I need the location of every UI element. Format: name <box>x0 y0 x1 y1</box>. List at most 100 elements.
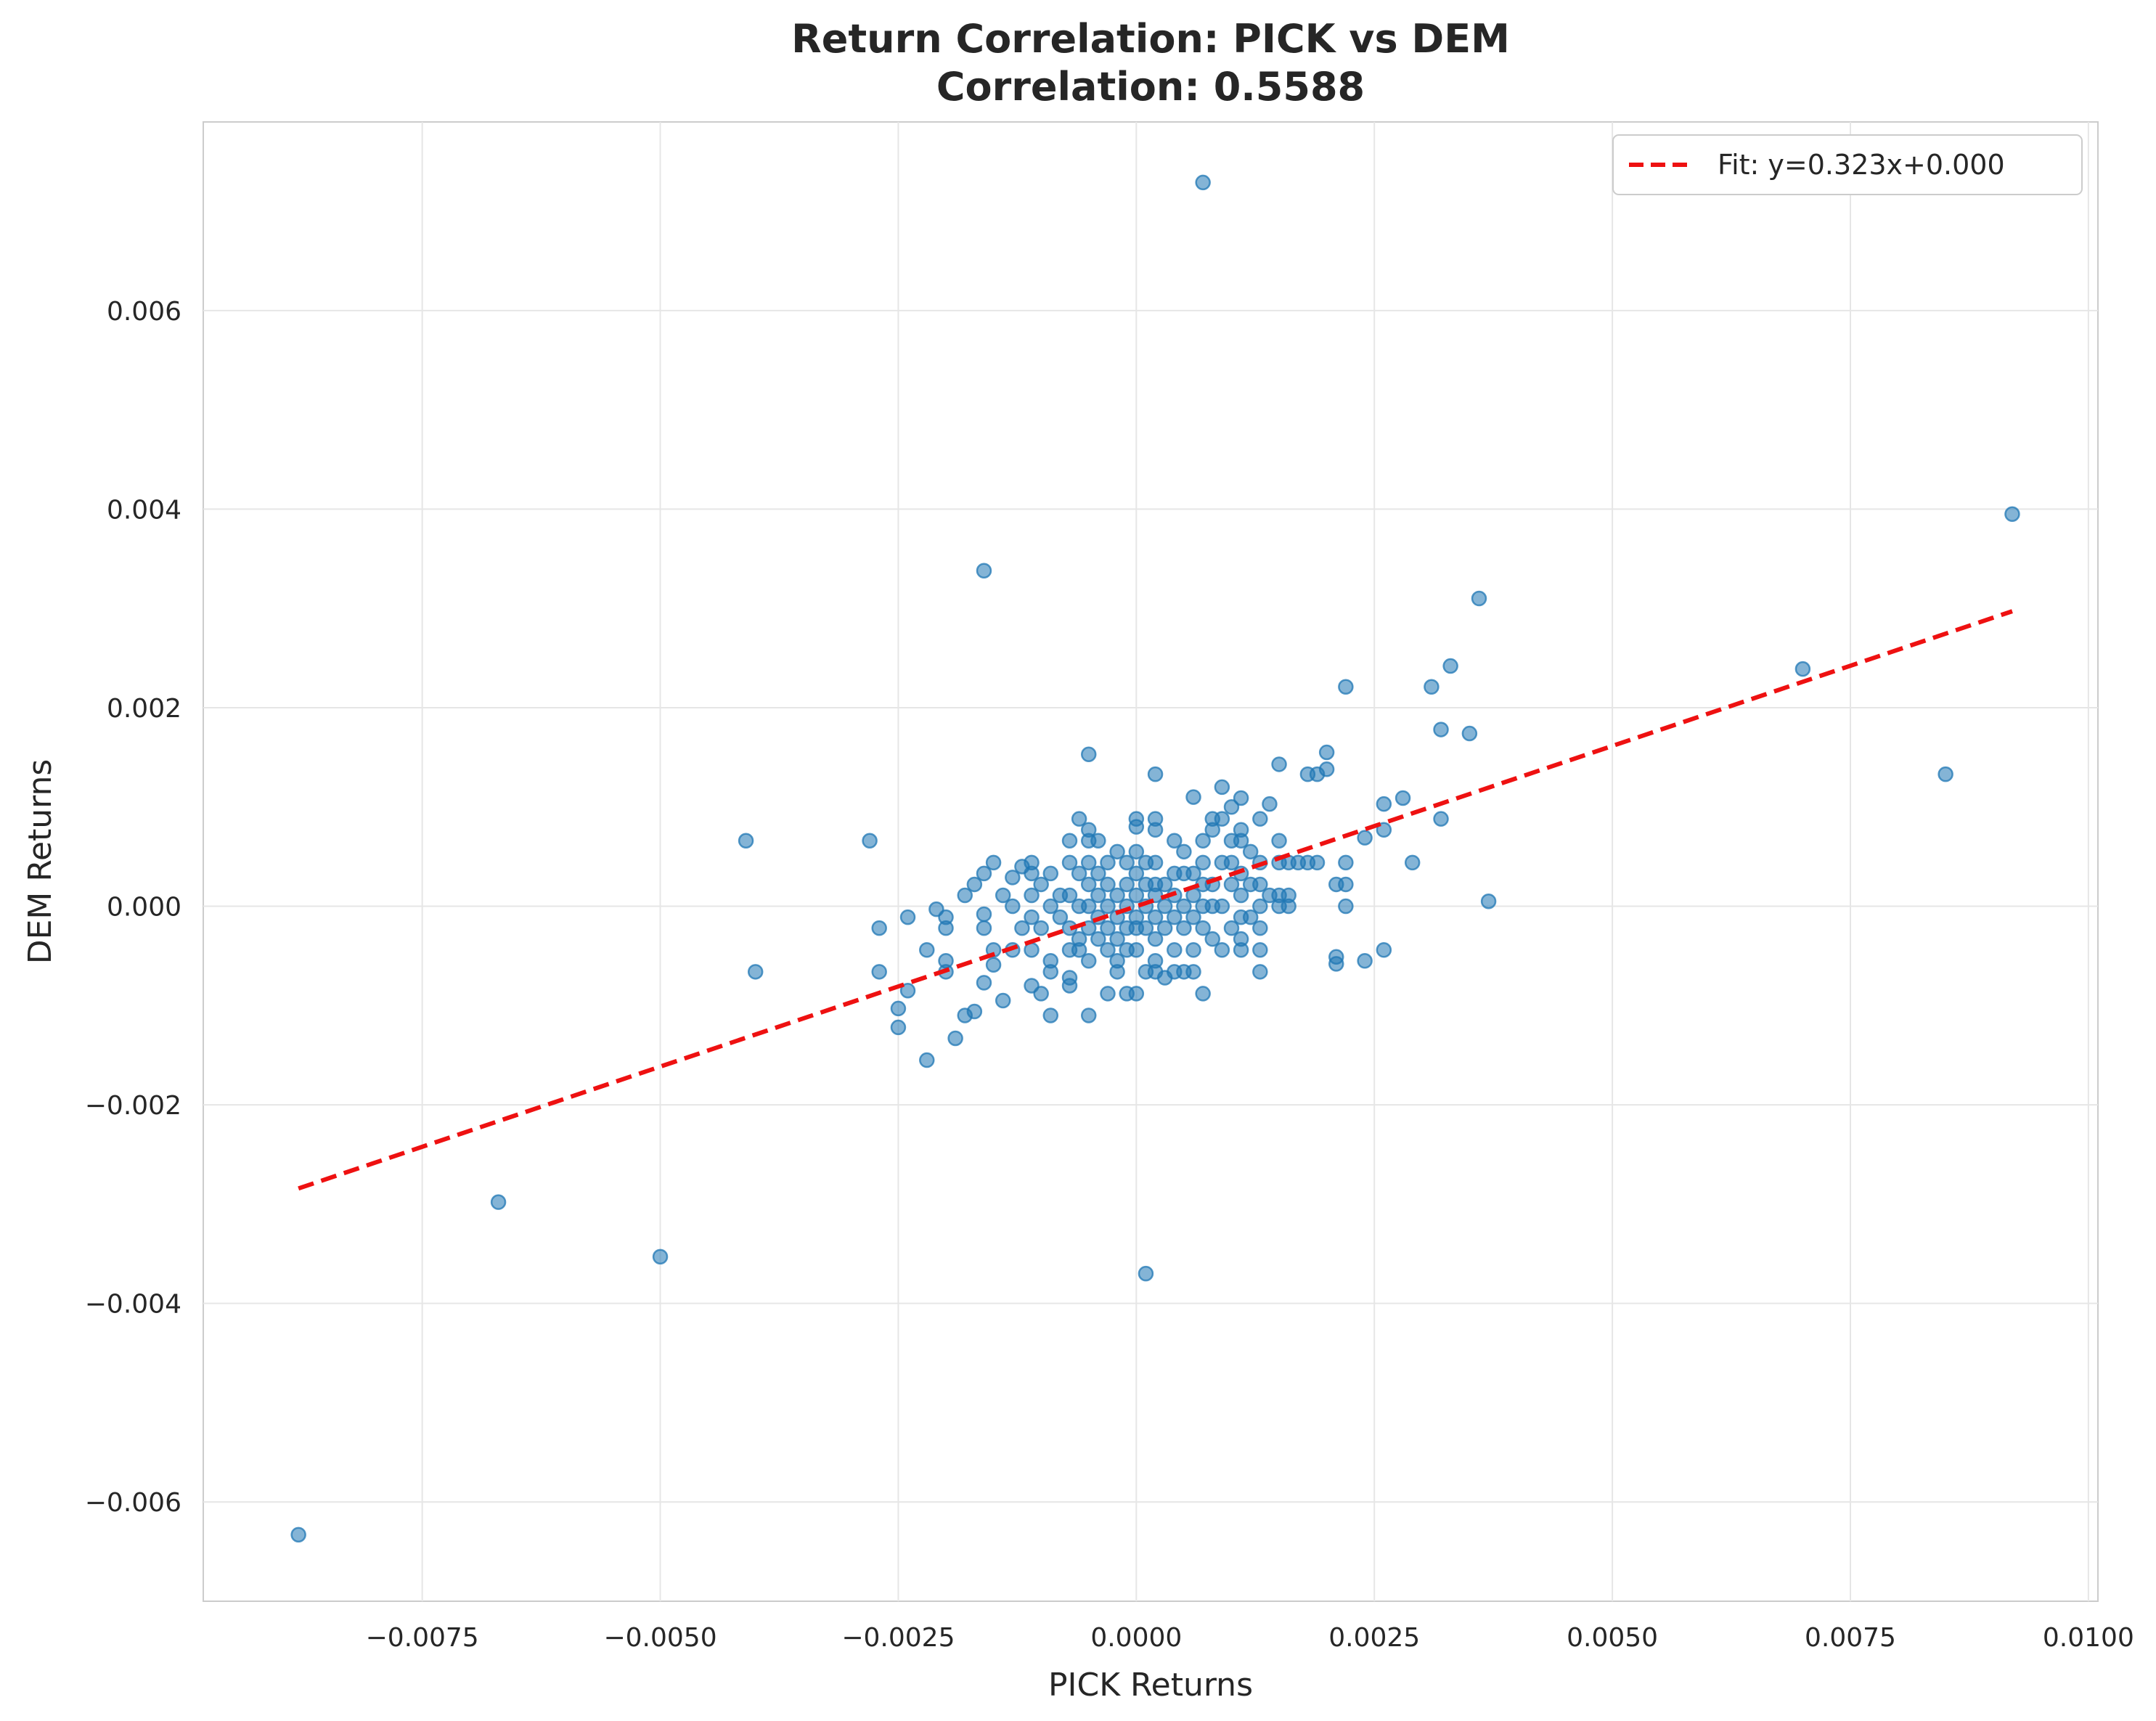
x-tick-label: −0.0050 <box>603 1623 716 1653</box>
data-point <box>1167 909 1183 925</box>
data-point <box>1024 887 1040 904</box>
data-point <box>1328 949 1344 965</box>
fit-line-group <box>298 609 2013 1191</box>
data-point <box>1147 931 1164 947</box>
data-point <box>871 964 887 980</box>
x-tick-label: 0.0000 <box>1090 1623 1182 1653</box>
data-point <box>1471 590 1487 607</box>
data-point <box>1176 920 1192 936</box>
data-point <box>976 920 992 936</box>
data-point <box>1061 978 1078 994</box>
data-point <box>1024 909 1040 925</box>
x-axis-label: PICK Returns <box>1048 1667 1253 1704</box>
data-point <box>1138 920 1154 936</box>
data-point <box>890 1000 907 1017</box>
data-point <box>1204 822 1221 838</box>
data-point <box>1128 865 1145 882</box>
data-point <box>1156 898 1173 915</box>
data-point <box>919 941 935 958</box>
data-point <box>1281 898 1297 915</box>
data-point <box>747 964 764 980</box>
data-point <box>1195 986 1211 1002</box>
data-point <box>1937 766 1953 782</box>
data-point <box>976 975 992 991</box>
data-point <box>1119 876 1135 893</box>
y-tick-label: −0.006 <box>85 1488 181 1518</box>
data-point <box>1109 964 1125 980</box>
data-point <box>1147 766 1164 782</box>
data-point <box>1061 887 1078 904</box>
y-tick-label: 0.000 <box>107 893 181 923</box>
data-point <box>1109 843 1125 860</box>
data-point <box>1395 790 1411 806</box>
data-point <box>290 1526 306 1543</box>
data-point <box>1442 658 1458 674</box>
data-point <box>1033 876 1049 893</box>
data-point <box>1156 920 1173 936</box>
data-point <box>1138 1265 1154 1282</box>
data-point <box>652 1248 669 1265</box>
data-point <box>1214 941 1230 958</box>
data-point <box>966 1003 983 1020</box>
data-point <box>1128 843 1145 860</box>
data-point <box>1071 941 1087 958</box>
y-tick-label: 0.002 <box>107 694 181 724</box>
data-point <box>1357 830 1373 846</box>
data-point <box>1214 779 1230 796</box>
data-point <box>1338 679 1354 695</box>
data-point <box>1204 931 1221 947</box>
fit-line <box>298 609 2013 1191</box>
data-point <box>1338 898 1354 915</box>
data-point <box>738 833 754 849</box>
data-point <box>1404 854 1421 871</box>
data-point <box>985 957 1002 973</box>
data-point <box>1061 833 1078 849</box>
data-point <box>1195 854 1211 871</box>
data-point <box>1100 941 1116 958</box>
x-tick-label: 0.0025 <box>1328 1623 1420 1653</box>
data-point <box>1424 679 1440 695</box>
data-point <box>976 563 992 579</box>
data-point <box>1328 876 1344 893</box>
data-point <box>1185 865 1201 882</box>
data-point <box>1376 941 1392 958</box>
data-point <box>1223 920 1240 936</box>
legend-box <box>1612 134 2083 195</box>
data-point <box>919 1052 935 1068</box>
x-tick-label: 0.0075 <box>1805 1623 1896 1653</box>
data-point <box>1033 986 1049 1002</box>
data-point <box>1309 766 1326 782</box>
data-point <box>1042 865 1059 882</box>
data-point <box>1242 843 1259 860</box>
data-point <box>1090 931 1106 947</box>
data-point <box>1185 789 1201 805</box>
data-point <box>1167 833 1183 849</box>
data-point <box>1100 876 1116 893</box>
data-point <box>1252 811 1268 827</box>
data-point <box>1128 986 1145 1002</box>
data-point <box>985 854 1002 871</box>
data-point <box>1100 854 1116 871</box>
x-tick-label: 0.0050 <box>1567 1623 1658 1653</box>
data-point <box>1071 811 1087 827</box>
data-point <box>1080 854 1097 871</box>
data-point <box>1195 833 1211 849</box>
data-point <box>1156 876 1173 893</box>
y-tick-label: −0.002 <box>85 1091 181 1121</box>
data-point <box>1042 1007 1059 1023</box>
data-point <box>1214 811 1230 827</box>
data-point <box>1233 833 1249 849</box>
data-point <box>1214 898 1230 915</box>
data-point <box>966 876 983 893</box>
x-tick-label: 0.0100 <box>2043 1623 2134 1653</box>
data-point <box>1318 744 1335 761</box>
data-point <box>1005 898 1021 915</box>
data-point <box>1061 854 1078 871</box>
data-point <box>1128 819 1145 835</box>
data-point <box>1195 920 1211 936</box>
data-point <box>1128 941 1145 958</box>
data-point <box>1233 941 1249 958</box>
data-point <box>1024 865 1040 882</box>
data-point <box>1271 833 1287 849</box>
